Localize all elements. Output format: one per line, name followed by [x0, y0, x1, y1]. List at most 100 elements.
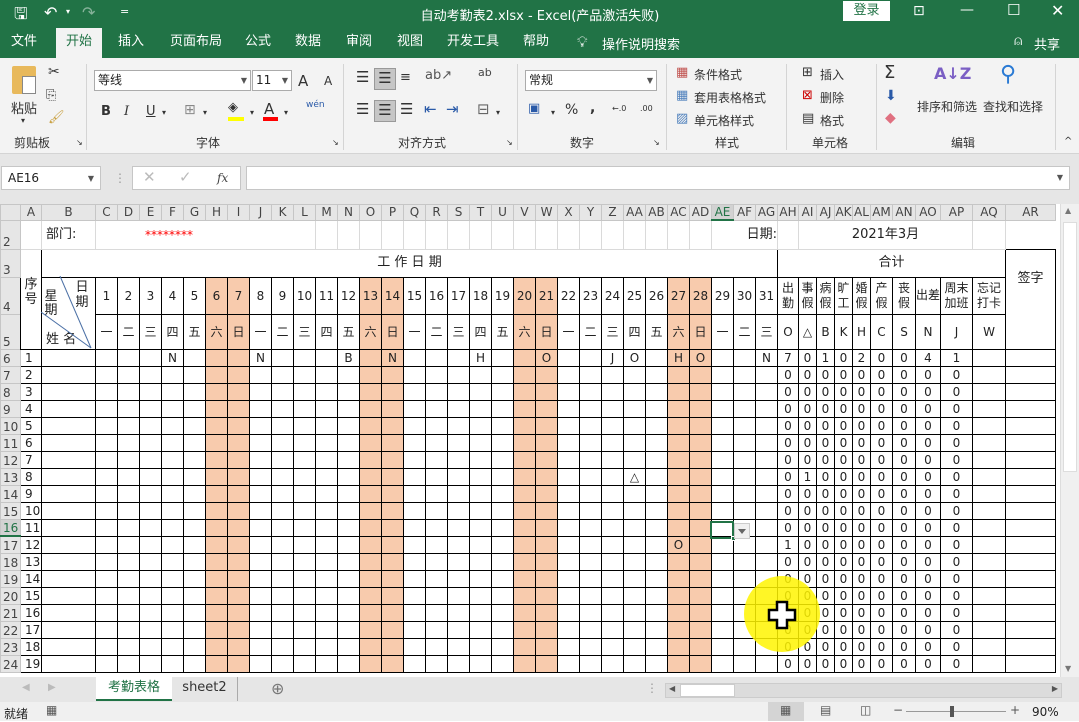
attendance-cell[interactable] — [425, 450, 448, 469]
attendance-cell[interactable] — [557, 433, 580, 452]
attendance-cell[interactable] — [315, 484, 338, 503]
attendance-cell[interactable] — [359, 637, 382, 656]
attendance-cell[interactable] — [183, 569, 206, 588]
day-header-14[interactable]: 14 — [381, 276, 404, 315]
attendance-cell[interactable] — [601, 501, 624, 520]
attendance-cell[interactable] — [491, 654, 514, 673]
weekday-header[interactable]: 三 — [447, 313, 470, 350]
column-header-n[interactable]: N — [337, 204, 360, 221]
increase-font-size-button[interactable]: A — [298, 72, 309, 90]
attendance-cell[interactable] — [469, 382, 492, 401]
attendance-cell[interactable] — [447, 586, 470, 605]
total-symbol[interactable]: N — [915, 313, 941, 350]
attendance-cell[interactable] — [469, 433, 492, 452]
increase-indent-icon[interactable]: ⇥ — [446, 100, 459, 118]
attendance-cell[interactable] — [645, 365, 668, 384]
attendance-cell[interactable] — [447, 416, 470, 435]
day-header-27[interactable]: 27 — [667, 276, 690, 315]
macro-record-icon[interactable]: ▦ — [46, 703, 58, 717]
attendance-cell[interactable] — [601, 569, 624, 588]
attendance-cell[interactable] — [667, 416, 690, 435]
paste-icon[interactable] — [12, 66, 36, 94]
row-header-23[interactable]: 23 — [0, 637, 21, 656]
sign-cell[interactable] — [1005, 399, 1056, 418]
attendance-cell[interactable] — [293, 399, 316, 418]
currency-dropdown-icon[interactable]: ▾ — [551, 108, 556, 117]
attendance-cell[interactable] — [161, 382, 184, 401]
attendance-cell[interactable] — [425, 433, 448, 452]
day-header-28[interactable]: 28 — [689, 276, 712, 315]
column-header-o[interactable]: O — [359, 204, 382, 221]
attendance-cell[interactable] — [337, 467, 360, 486]
attendance-cell[interactable] — [711, 467, 734, 486]
column-header-m[interactable]: M — [315, 204, 338, 221]
autosum-button[interactable]: Σ — [884, 62, 896, 83]
attendance-cell[interactable] — [139, 620, 162, 639]
attendance-cell[interactable]: O — [535, 348, 558, 367]
attendance-cell[interactable] — [205, 518, 228, 537]
column-header-ak[interactable]: AK — [834, 204, 853, 221]
attendance-cell[interactable] — [161, 620, 184, 639]
attendance-cell[interactable] — [579, 416, 602, 435]
ribbon-display-options-icon[interactable]: ⊡ — [913, 3, 925, 19]
weekday-header[interactable]: 五 — [645, 313, 668, 350]
attendance-cell[interactable] — [513, 637, 536, 656]
attendance-cell[interactable] — [491, 365, 514, 384]
vertical-scrollbar[interactable]: ▲ ▼ — [1060, 204, 1079, 677]
row-header-22[interactable]: 22 — [0, 620, 21, 639]
attendance-cell[interactable] — [337, 535, 360, 554]
attendance-cell[interactable] — [381, 654, 404, 673]
attendance-cell[interactable] — [535, 501, 558, 520]
name-cell[interactable] — [41, 637, 96, 656]
attendance-cell[interactable] — [337, 382, 360, 401]
column-header-af[interactable]: AF — [733, 204, 756, 221]
attendance-cell[interactable] — [227, 348, 250, 367]
column-header-i[interactable]: I — [227, 204, 250, 221]
attendance-cell[interactable] — [645, 518, 668, 537]
attendance-cell[interactable] — [623, 484, 646, 503]
name-cell[interactable] — [41, 552, 96, 571]
attendance-cell[interactable] — [535, 433, 558, 452]
total-header[interactable]: 病假 — [816, 276, 835, 315]
column-header-y[interactable]: Y — [579, 204, 602, 221]
attendance-cell[interactable] — [205, 365, 228, 384]
attendance-cell[interactable] — [205, 348, 228, 367]
attendance-cell[interactable] — [425, 416, 448, 435]
attendance-cell[interactable] — [315, 501, 338, 520]
attendance-cell[interactable] — [271, 654, 294, 673]
sign-cell[interactable] — [1005, 467, 1056, 486]
align-middle-icon[interactable]: ☰ — [374, 68, 396, 90]
attendance-cell[interactable] — [667, 586, 690, 605]
row-header-4[interactable]: 4 — [0, 276, 21, 315]
attendance-cell[interactable] — [623, 450, 646, 469]
weekday-header[interactable]: 三 — [755, 313, 778, 350]
attendance-cell[interactable] — [579, 518, 602, 537]
attendance-cell[interactable] — [271, 433, 294, 452]
attendance-cell[interactable] — [535, 518, 558, 537]
fill-color-dropdown-icon[interactable]: ▾ — [250, 108, 255, 117]
day-header-12[interactable]: 12 — [337, 276, 360, 315]
attendance-cell[interactable] — [447, 365, 470, 384]
attendance-cell[interactable] — [227, 535, 250, 554]
attendance-cell[interactable] — [491, 450, 514, 469]
attendance-cell[interactable] — [117, 501, 140, 520]
tab-home[interactable]: 开始 — [56, 28, 103, 58]
attendance-cell[interactable] — [117, 586, 140, 605]
attendance-cell[interactable] — [733, 399, 756, 418]
seq-cell[interactable]: 14 — [20, 569, 42, 588]
cell[interactable] — [447, 219, 470, 250]
attendance-cell[interactable] — [293, 382, 316, 401]
attendance-cell[interactable] — [139, 518, 162, 537]
attendance-cell[interactable]: H — [667, 348, 690, 367]
attendance-cell[interactable] — [491, 637, 514, 656]
day-header-19[interactable]: 19 — [491, 276, 514, 315]
attendance-cell[interactable] — [227, 450, 250, 469]
borders-dropdown-icon[interactable]: ▾ — [203, 108, 208, 117]
attendance-cell[interactable] — [161, 569, 184, 588]
attendance-cell[interactable] — [645, 535, 668, 554]
maximize-button[interactable]: ☐ — [1007, 1, 1021, 19]
attendance-cell[interactable] — [271, 603, 294, 622]
attendance-cell[interactable] — [139, 382, 162, 401]
attendance-cell[interactable] — [139, 586, 162, 605]
login-button[interactable]: 登录 — [843, 1, 890, 21]
